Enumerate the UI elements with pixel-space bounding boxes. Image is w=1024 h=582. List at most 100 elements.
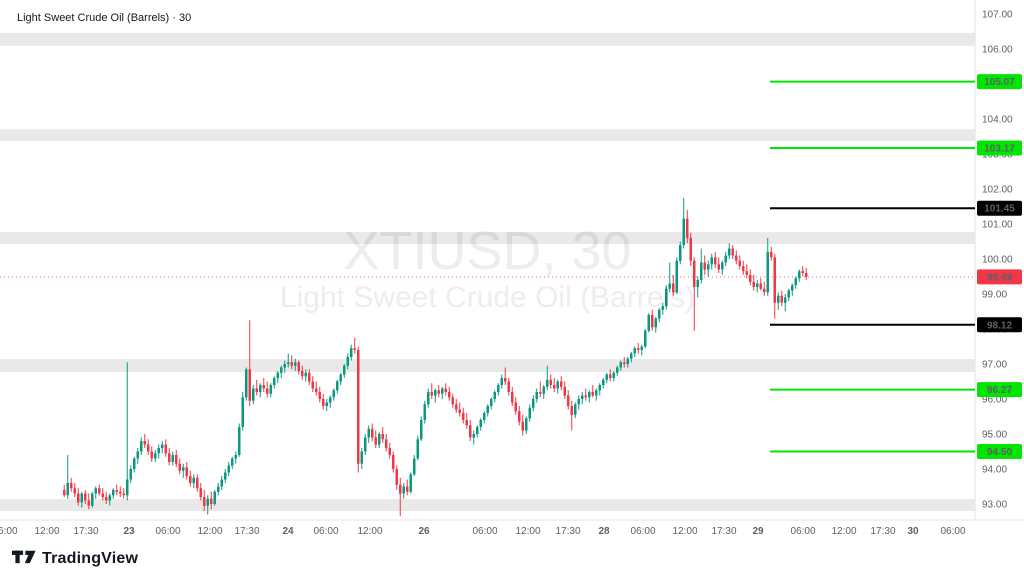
candle-body [301, 371, 304, 377]
candle-body [276, 372, 279, 379]
level-price-text: 96.27 [987, 385, 1012, 396]
time-tick-label: 23 [123, 526, 135, 537]
candle-body [619, 362, 622, 368]
candle-body [346, 357, 349, 366]
candle-body [448, 392, 451, 398]
candle-body [66, 483, 69, 496]
price-zone [0, 499, 975, 511]
candle-body [311, 381, 314, 389]
candle-body [115, 490, 118, 492]
candle-body [703, 262, 706, 270]
candle-body [493, 392, 496, 399]
candle-body [654, 318, 657, 328]
candle-body [308, 372, 311, 382]
candle-body [231, 458, 234, 466]
tradingview-logo[interactable]: TradingView [12, 549, 138, 569]
price-tick-label: 97.00 [982, 360, 1007, 371]
candle-body [784, 297, 787, 303]
level-price-text: 94.50 [987, 447, 1012, 458]
candle-body [759, 283, 762, 289]
candle-body [794, 278, 797, 286]
candle-body [556, 381, 559, 389]
candle-body [735, 255, 738, 261]
time-tick-label: 06:00 [155, 526, 180, 537]
price-zone [0, 232, 975, 244]
candle-body [409, 474, 412, 492]
price-tick-label: 94.00 [982, 465, 1007, 476]
candle-body [626, 358, 629, 364]
candle-body [640, 346, 643, 350]
candle-body [101, 493, 104, 497]
candle-body [497, 385, 500, 392]
candle-body [164, 444, 167, 454]
candle-body [203, 497, 206, 506]
symbol-legend[interactable]: Light Sweet Crude Oil (Barrels) · 30 [14, 11, 195, 25]
candle-body [87, 500, 90, 506]
candle-body [707, 264, 710, 270]
candle-body [633, 348, 636, 354]
candle-body [532, 399, 535, 408]
candle-body [297, 362, 300, 372]
candle-body [616, 367, 619, 373]
candle-body [175, 455, 178, 464]
candle-body [273, 378, 276, 385]
candle-body [651, 315, 654, 328]
zones-layer [0, 32, 975, 511]
candle-body [507, 381, 510, 392]
time-tick-label: 12:00 [357, 526, 382, 537]
candle-body [255, 388, 258, 392]
candle-body [294, 362, 297, 366]
candle-body [364, 437, 367, 452]
candle-body [262, 385, 265, 389]
time-tick-label: 12:00 [672, 526, 697, 537]
price-tick-label: 101.00 [982, 220, 1013, 231]
candle-body [752, 281, 755, 287]
candle-body [178, 463, 181, 471]
candle-body [171, 455, 174, 462]
candle-body [805, 273, 808, 277]
price-tick-label: 106.00 [982, 45, 1013, 56]
candle-body [780, 295, 783, 303]
current-price-text: 99.49 [987, 272, 1012, 283]
candle-body [241, 397, 244, 427]
candle-body [227, 465, 230, 473]
level-price-text: 105.07 [984, 77, 1015, 88]
candle-body [469, 425, 472, 438]
candle-body [451, 397, 454, 405]
candle-body [521, 421, 524, 431]
candle-body [637, 348, 640, 350]
candle-body [150, 451, 153, 459]
candle-body [234, 455, 237, 459]
candle-body [486, 406, 489, 413]
time-tick-label: 12:00 [515, 526, 540, 537]
time-tick-label: 17:30 [555, 526, 580, 537]
candle-body [315, 388, 318, 392]
time-axis[interactable]: 06:00 12:00 17:30 23 06:00 12:00 17:30 24 06:00 1… [0, 526, 966, 537]
candle-body [658, 309, 661, 319]
candle-body [77, 493, 80, 503]
candle-body [728, 248, 731, 256]
time-tick-label: 17:30 [234, 526, 259, 537]
candle-body [791, 285, 794, 291]
candle-body [343, 365, 346, 375]
candle-body [721, 262, 724, 270]
candle-body [686, 218, 689, 238]
candle-body [406, 486, 409, 492]
candle-body [427, 392, 430, 405]
candle-body [206, 498, 209, 506]
time-tick-label: 06:00 [313, 526, 338, 537]
candle-body [444, 388, 447, 392]
candle-body [325, 402, 328, 406]
candle-body [549, 379, 552, 385]
candle-body [535, 392, 538, 399]
candle-body [479, 420, 482, 427]
candle-body [367, 428, 370, 438]
candle-body [693, 260, 696, 287]
candle-body [525, 418, 528, 431]
candle-body [798, 271, 801, 279]
candle-body [129, 469, 132, 480]
candle-body [546, 379, 549, 387]
candle-body [696, 280, 699, 287]
